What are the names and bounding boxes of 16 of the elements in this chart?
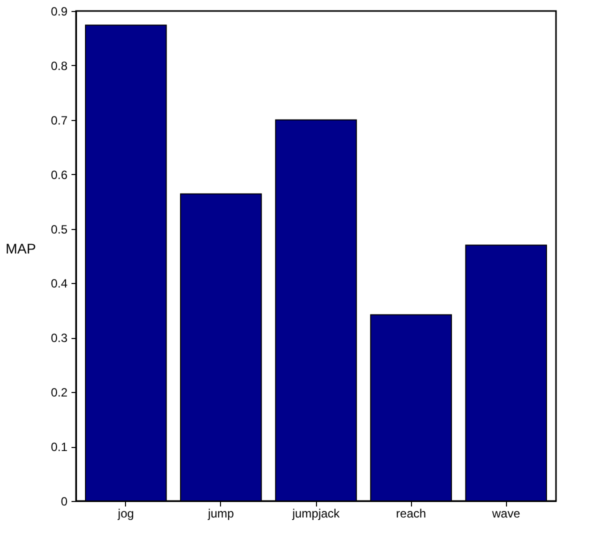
y-tick-label: 0.1 — [50, 440, 68, 454]
y-tick-label: 0.8 — [50, 58, 68, 73]
y-tick-label: 0.4 — [50, 276, 68, 291]
y-tick-label: 0 — [60, 494, 68, 508]
y-tick-label: 0.9 — [50, 4, 68, 18]
y-axis-title: MAP — [6, 240, 36, 256]
x-tick-label: wave — [491, 506, 520, 520]
x-tick-label: reach — [396, 506, 426, 520]
y-tick-label: 0.7 — [50, 113, 68, 128]
x-tick-label: jumpjack — [291, 506, 341, 520]
x-tick-label: jump — [206, 506, 234, 520]
y-tick-label: 0.6 — [50, 168, 68, 182]
x-tick-label: jog — [116, 506, 134, 520]
y-tick-label: 0.3 — [50, 331, 68, 346]
y-tick-label: 0.2 — [50, 386, 68, 400]
y-tick-label: 0.5 — [50, 222, 68, 236]
